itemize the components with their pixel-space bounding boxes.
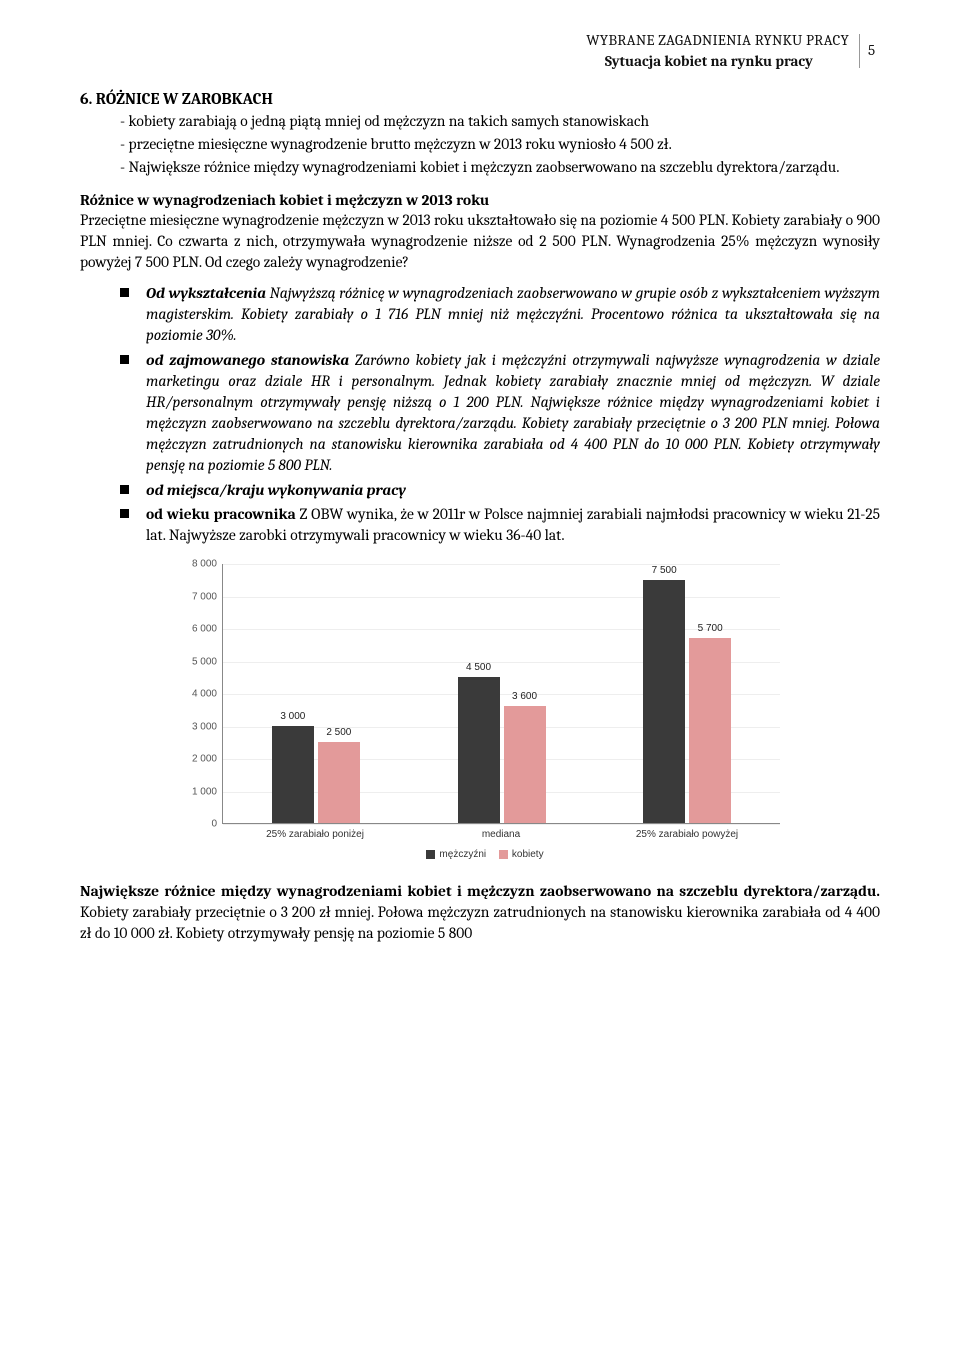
- y-tick-label: 3 000: [192, 720, 223, 734]
- factor-lead: od miejsca/kraju wykonywania pracy: [146, 481, 406, 499]
- chart-legend: mężczyźni kobiety: [180, 848, 780, 862]
- section-title: 6. RÓŻNICE W ZAROBKACH: [80, 89, 880, 111]
- y-tick-label: 5 000: [192, 655, 223, 669]
- bar: 3 600: [504, 706, 546, 823]
- gridline: [223, 564, 780, 565]
- factor-lead: od wieku pracownika: [146, 505, 296, 523]
- intro-list: kobiety zarabiają o jedną piątą mniej od…: [80, 111, 880, 178]
- bar-value-label: 2 500: [326, 726, 351, 740]
- legend-swatch-women: [499, 850, 508, 859]
- intro-item: kobiety zarabiają o jedną piątą mniej od…: [120, 111, 880, 132]
- footer-rest: Kobiety zarabiały przeciętnie o 3 200 zł…: [80, 903, 880, 942]
- legend-swatch-men: [426, 850, 435, 859]
- factor-item: Od wykształcenia Najwyższą różnicę w wyn…: [120, 283, 880, 346]
- intro-item: przeciętne miesięczne wynagrodzenie brut…: [120, 134, 880, 155]
- footer-bold: Największe różnice między wynagrodzeniam…: [80, 882, 880, 900]
- page-number: 5: [868, 40, 880, 60]
- bar-value-label: 3 600: [512, 690, 537, 704]
- y-tick-label: 7 000: [192, 590, 223, 604]
- y-tick-label: 0: [211, 818, 223, 832]
- x-label: 25% zarabiało poniżej: [222, 824, 408, 842]
- gridline: [223, 824, 780, 825]
- footer-paragraph: Największe różnice między wynagrodzeniam…: [80, 881, 880, 944]
- x-label: 25% zarabiało powyżej: [594, 824, 780, 842]
- bar: 5 700: [689, 638, 731, 823]
- factors-list: Od wykształcenia Najwyższą różnicę w wyn…: [120, 283, 880, 546]
- factor-item: od miejsca/kraju wykonywania pracy: [120, 480, 880, 501]
- x-label: mediana: [408, 824, 594, 842]
- legend-label-men: mężczyźni: [439, 849, 486, 860]
- bar-value-label: 5 700: [698, 622, 723, 636]
- bar-value-label: 3 000: [280, 710, 305, 724]
- chart-plot-area: 01 0002 0003 0004 0005 0006 0007 0008 00…: [222, 564, 780, 824]
- bar: 7 500: [643, 580, 685, 824]
- subsection-text: Przeciętne miesięczne wynagrodzenie mężc…: [80, 211, 880, 271]
- factor-lead: Od wykształcenia: [146, 284, 266, 302]
- intro-item: Największe różnice między wynagrodzeniam…: [120, 157, 880, 178]
- header-divider: [859, 34, 860, 68]
- subsection-heading: Różnice w wynagrodzeniach kobiet i mężcz…: [80, 191, 489, 209]
- header-subtitle: Sytuacja kobiet na rynku pracy: [586, 51, 813, 71]
- bar: 4 500: [458, 677, 500, 823]
- factor-item: od zajmowanego stanowiska Zarówno kobiet…: [120, 350, 880, 476]
- bar-group: 3 0002 500: [251, 726, 381, 824]
- factor-item: od wieku pracownika Z OBW wynika, że w 2…: [120, 504, 880, 546]
- bar: 3 000: [272, 726, 314, 824]
- header-title: WYBRANE ZAGADNIENIA RYNKU PRACY: [586, 31, 849, 49]
- section-6: 6. RÓŻNICE W ZAROBKACH kobiety zarabiają…: [80, 89, 880, 177]
- bar-group: 4 5003 600: [437, 677, 567, 823]
- bar-group: 7 5005 700: [622, 580, 752, 824]
- y-tick-label: 2 000: [192, 753, 223, 767]
- subsection-para: Różnice w wynagrodzeniach kobiet i mężcz…: [80, 190, 880, 274]
- y-tick-label: 1 000: [192, 785, 223, 799]
- bar: 2 500: [318, 742, 360, 823]
- factor-lead: od zajmowanego stanowiska: [146, 351, 349, 369]
- y-tick-label: 6 000: [192, 623, 223, 637]
- page-header: WYBRANE ZAGADNIENIA RYNKU PRACY Sytuacja…: [80, 30, 880, 71]
- y-tick-label: 4 000: [192, 688, 223, 702]
- y-tick-label: 8 000: [192, 558, 223, 572]
- bar-value-label: 4 500: [466, 661, 491, 675]
- chart-x-labels: 25% zarabiało poniżej mediana 25% zarabi…: [222, 824, 780, 842]
- factor-text: Zarówno kobiety jak i mężczyźni otrzymyw…: [146, 351, 880, 474]
- bar-value-label: 7 500: [652, 564, 677, 578]
- legend-label-women: kobiety: [512, 849, 544, 860]
- wage-chart: 01 0002 0003 0004 0005 0006 0007 0008 00…: [180, 564, 780, 861]
